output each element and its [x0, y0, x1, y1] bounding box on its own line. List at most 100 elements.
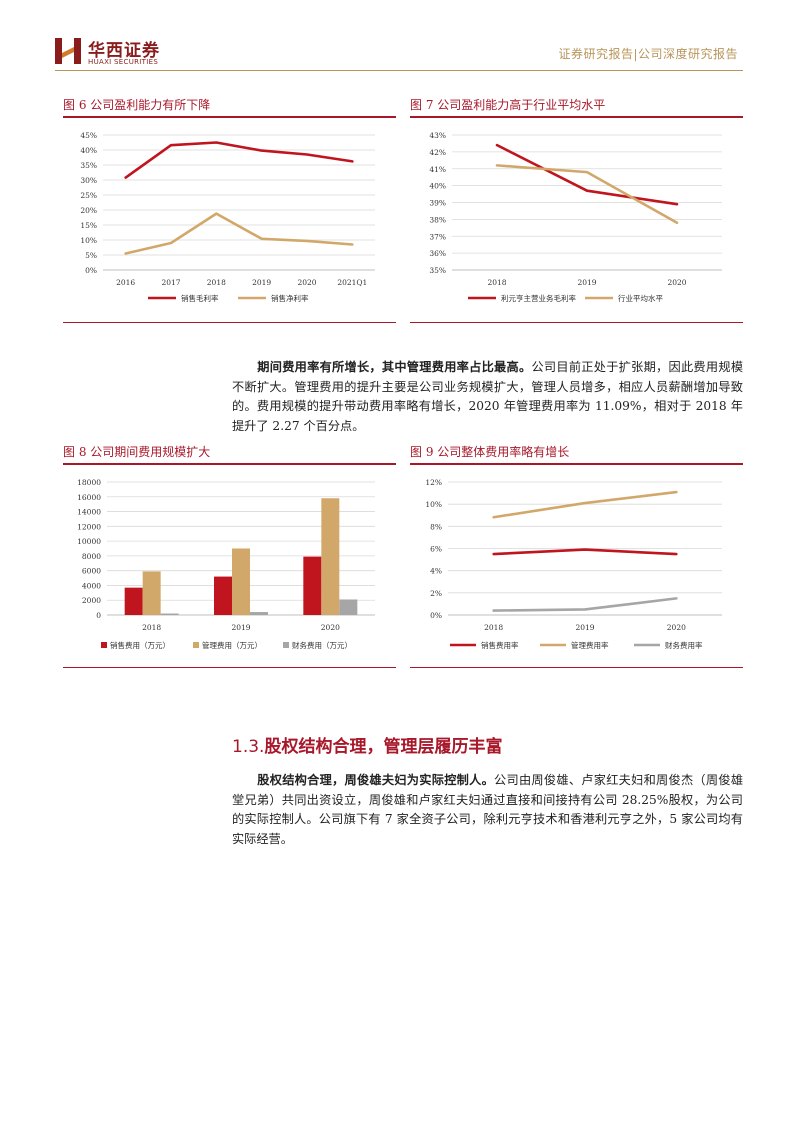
y-tick-label: 5% — [85, 251, 97, 260]
page-header: 华西证券 HUAXI SECURITIES 证券研究报告|公司深度研究报告 — [0, 0, 793, 72]
y-tick-label: 15% — [80, 221, 97, 230]
y-tick-label: 42% — [429, 148, 446, 157]
figure-7-top-rule — [410, 116, 743, 118]
x-tick-label: 2016 — [116, 278, 135, 287]
section-title: 股权结构合理，管理层履历丰富 — [264, 737, 503, 757]
x-tick-label: 2019 — [252, 278, 271, 287]
figure-9-top-rule — [410, 463, 743, 465]
y-tick-label: 35% — [429, 266, 446, 275]
huaxi-logo-icon — [55, 38, 81, 64]
x-tick-label: 2019 — [575, 623, 594, 632]
report-type: 证券研究报告|公司深度研究报告 — [558, 47, 738, 61]
paragraph-expense-ratio: 期间费用率有所增长，其中管理费用率占比最高。公司目前正处于扩张期，因此费用规模不… — [232, 358, 743, 436]
legend-label: 管理费用（万元） — [202, 640, 262, 650]
legend-swatch — [283, 642, 289, 648]
series-line — [495, 143, 679, 206]
bar — [232, 548, 250, 615]
figure-8-title: 图 8 公司期间费用规模扩大 — [63, 445, 211, 459]
y-tick-label: 0% — [85, 266, 97, 275]
series-line — [492, 548, 678, 556]
figure-7-chart: 35% 36% 37% 38% 39% 40% 41% 42% 43% 2018 2019 2020 利… — [429, 131, 722, 303]
section-number: 1.3. — [232, 737, 265, 757]
figure-9-title: 图 9 公司整体费用率略有增长 — [410, 445, 570, 459]
y-tick-label: 38% — [429, 215, 446, 224]
y-tick-label: 6000 — [82, 567, 101, 576]
y-tick-label: 14000 — [77, 508, 101, 517]
series-line — [495, 164, 679, 225]
y-tick-label: 2% — [430, 589, 442, 598]
y-tick-label: 0 — [96, 611, 101, 620]
paragraph-equity-structure: 股权结构合理，周俊雄夫妇为实际控制人。公司由周俊雄、卢家红夫妇和周俊杰（周俊雄堂… — [232, 771, 743, 849]
figure-6-title: 图 6 公司盈利能力有所下降 — [63, 98, 211, 112]
y-tick-label: 4000 — [82, 581, 101, 590]
x-tick-label: 2018 — [484, 623, 503, 632]
series-line — [124, 141, 354, 179]
legend-swatch — [193, 642, 199, 648]
x-tick-label: 2020 — [667, 623, 686, 632]
legend-label: 利元亨主营业务毛利率 — [501, 293, 576, 303]
y-tick-label: 43% — [429, 131, 446, 140]
y-tick-label: 12% — [425, 478, 442, 487]
y-tick-label: 10% — [425, 500, 442, 509]
y-tick-label: 40% — [80, 146, 97, 155]
y-tick-label: 41% — [429, 165, 446, 174]
bar — [250, 612, 268, 615]
y-tick-label: 45% — [80, 131, 97, 140]
legend-label: 财务费用率 — [665, 640, 703, 650]
company-name-en: HUAXI SECURITIES — [88, 58, 159, 66]
figure-9-chart: 0% 2% 4% 6% 8% 10% 12% 2018 2019 2020 销售费用率 管理费用率 财务… — [425, 478, 722, 650]
y-tick-label: 0% — [430, 611, 442, 620]
bar — [303, 556, 322, 615]
y-tick-label: 35% — [80, 161, 97, 170]
x-tick-label: 2019 — [577, 278, 596, 287]
legend-label: 行业平均水平 — [618, 293, 663, 303]
x-tick-label: 2018 — [207, 278, 226, 287]
legend-label: 销售费用率 — [481, 640, 519, 650]
figure-8-chart: 0 2000 4000 6000 8000 10000 12000 14000 16000 180… — [77, 478, 375, 650]
x-tick-label: 2019 — [231, 623, 250, 632]
figure-6-chart: 0% 5% 10% 15% 20% 25% 30% 35% 40% 45% 2016 2017 2018… — [80, 131, 375, 303]
y-tick-label: 36% — [429, 249, 446, 258]
legend-swatch — [101, 642, 107, 648]
y-tick-label: 10% — [80, 236, 97, 245]
series-line — [124, 212, 354, 255]
bar — [321, 498, 340, 615]
x-tick-label: 2020 — [321, 623, 340, 632]
bar — [160, 613, 179, 615]
legend-label: 销售费用（万元） — [110, 640, 170, 650]
paragraph-expense-ratio-lead: 期间费用率有所增长，其中管理费用率占比最高。 — [257, 360, 532, 374]
figure-6-bottom-rule — [63, 322, 396, 323]
figure-8-bottom-rule — [63, 667, 396, 668]
y-tick-label: 8% — [430, 522, 442, 531]
y-tick-label: 12000 — [77, 522, 101, 531]
bar — [339, 599, 358, 615]
legend-label: 财务费用（万元） — [292, 640, 352, 650]
y-tick-label: 37% — [429, 232, 446, 241]
section-heading: 1.3.股权结构合理，管理层履历丰富 — [232, 732, 502, 757]
x-tick-label: 2020 — [297, 278, 316, 287]
y-tick-label: 16000 — [77, 493, 101, 502]
figure-9-bottom-rule — [410, 667, 743, 668]
y-tick-label: 6% — [430, 545, 442, 554]
figure-8-top-rule — [63, 463, 396, 465]
x-tick-label: 2017 — [161, 278, 180, 287]
legend-label: 销售净利率 — [271, 293, 309, 303]
header-divider — [55, 70, 743, 71]
y-tick-label: 8000 — [82, 552, 101, 561]
series-line — [492, 597, 678, 612]
x-tick-label: 2020 — [667, 278, 686, 287]
x-tick-label: 2018 — [142, 623, 161, 632]
y-tick-label: 4% — [430, 567, 442, 576]
figure-7-title: 图 7 公司盈利能力高于行业平均水平 — [410, 98, 606, 112]
company-name-cn: 华西证券 — [88, 41, 160, 61]
x-tick-label: 2018 — [487, 278, 506, 287]
paragraph-expense-ratio-body: 公司目前正处于扩张期，因此费用规模不断扩大。管理费用的提升主要是公司业务规模扩大… — [232, 360, 744, 433]
figure-7-bottom-rule — [410, 322, 743, 323]
paragraph-equity-body: 公司由周俊雄、卢家红夫妇和周俊杰（周俊雄堂兄弟）共同出资设立，周俊雄和卢家红夫妇… — [232, 773, 744, 846]
y-tick-label: 39% — [429, 199, 446, 208]
bar — [142, 571, 161, 615]
y-tick-label: 40% — [429, 182, 446, 191]
y-tick-label: 2000 — [82, 596, 101, 605]
bar — [214, 576, 232, 615]
y-tick-label: 30% — [80, 176, 97, 185]
